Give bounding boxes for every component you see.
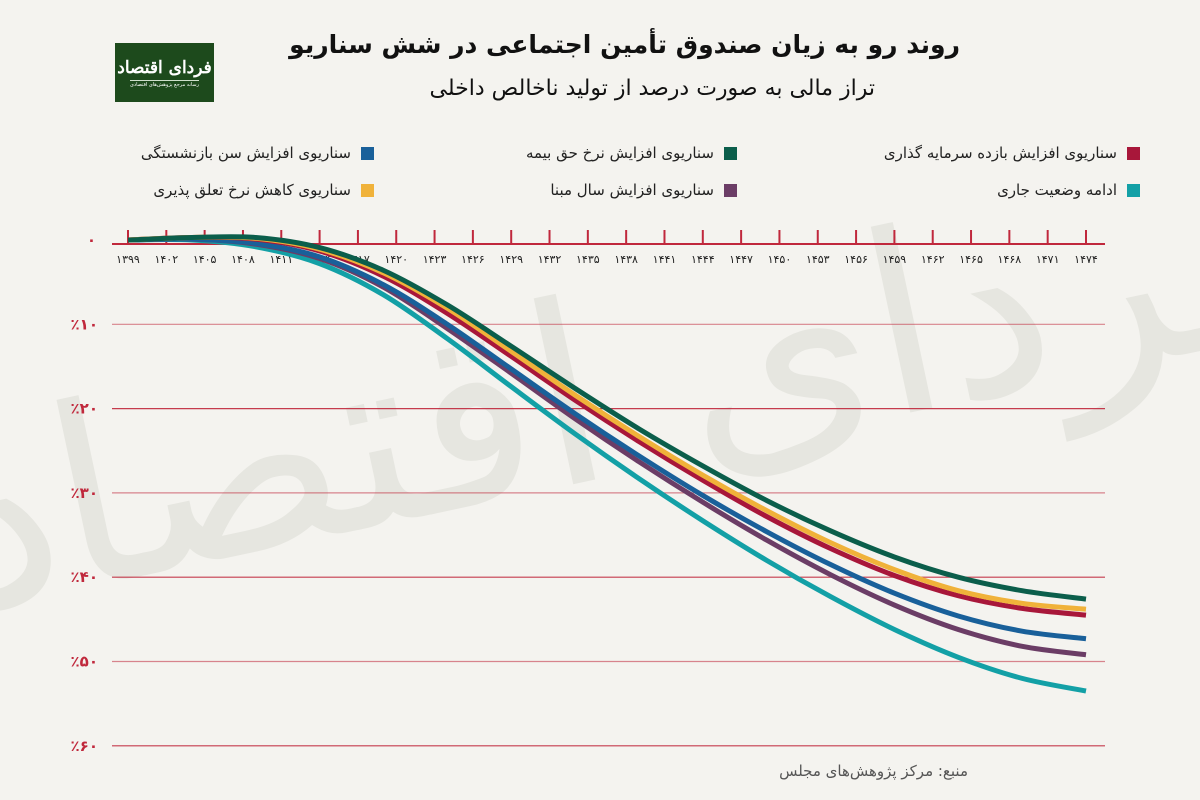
x-tick-label: ۱۴۷۱ <box>1036 253 1060 266</box>
logo: فردای اقتصاد رسانه مرجع پژوهش‌های اقتصاد… <box>115 43 214 102</box>
legend-label: سناریوی افزایش بازده سرمایه گذاری <box>883 144 1117 162</box>
legend-swatch <box>724 183 737 197</box>
series-line <box>127 237 1087 694</box>
legend-swatch <box>361 146 374 160</box>
x-tick-label: ۱۴۲۶ <box>461 253 485 266</box>
y-tick-label: ٪۶۰ <box>71 737 98 755</box>
chart-subtitle: تراز مالی به صورت درصد از تولید ناخالص د… <box>429 76 875 101</box>
x-tick-label: ۱۴۴۱ <box>653 253 677 266</box>
x-tick-label: ۱۴۶۲ <box>921 253 945 266</box>
legend-swatch <box>361 183 374 197</box>
x-tick-label: ۱۴۳۸ <box>614 253 638 266</box>
x-tick-label: ۱۴۶۸ <box>998 253 1022 266</box>
x-tick-label: ۱۴۶۵ <box>959 253 983 266</box>
legend-item: سناریوی افزایش نرخ حق بیمه <box>526 144 737 162</box>
x-tick-label: ۱۴۰۸ <box>231 253 255 266</box>
x-tick-label: ۱۴۲۹ <box>499 253 523 266</box>
x-tick-label: ۱۴۵۰ <box>768 253 792 266</box>
x-tick-label: ۱۴۰۲ <box>154 253 178 266</box>
legend-label: ادامه وضعیت جاری <box>997 181 1117 199</box>
legend-item: سناریوی افزایش بازده سرمایه گذاری <box>884 144 1140 162</box>
y-tick-label: ۰ <box>87 231 96 249</box>
x-tick-label: ۱۴۳۵ <box>576 253 600 266</box>
x-tick-label: ۱۴۵۹ <box>883 253 907 266</box>
y-tick-label: ٪۱۰ <box>71 315 98 333</box>
legend-swatch <box>1127 183 1140 197</box>
x-tick-label: ۱۴۲۳ <box>423 253 447 266</box>
legend-swatch <box>1127 146 1140 160</box>
x-tick-label: ۱۴۳۲ <box>538 253 562 266</box>
legend-item: سناریوی افزایش سن بازنشستگی <box>141 144 374 162</box>
y-tick-label: ٪۳۰ <box>71 484 98 502</box>
x-tick-label: ۱۴۵۳ <box>806 253 830 266</box>
y-tick-label: ٪۴۰ <box>71 568 98 586</box>
x-tick-label: ۱۴۵۶ <box>844 253 868 266</box>
logo-tagline: رسانه مرجع پژوهش‌های اقتصادی <box>129 79 200 88</box>
legend-label: سناریوی کاهش نرخ تعلق پذیری <box>153 181 351 199</box>
x-tick-label: ۱۴۷۴ <box>1074 253 1098 266</box>
chart-title: روند رو به زیان صندوق تأمین اجتماعی در ش… <box>289 30 960 59</box>
legend-label: سناریوی افزایش سن بازنشستگی <box>140 144 351 162</box>
x-tick-label: ۱۴۲۰ <box>384 253 408 266</box>
source-note: منبع: مرکز پژوهش‌های مجلس <box>779 762 968 780</box>
series-line <box>127 234 1087 602</box>
legend-item: سناریوی کاهش نرخ تعلق پذیری <box>153 181 374 199</box>
y-tick-label: ٪۲۰ <box>71 400 98 418</box>
x-tick-label: ۱۴۴۴ <box>691 253 715 266</box>
x-tick-label: ۱۴۴۷ <box>729 253 753 266</box>
logo-text: فردای اقتصاد <box>117 57 212 78</box>
y-tick-label: ٪۵۰ <box>71 653 98 671</box>
legend-label: سناریوی افزایش سال مبنا <box>550 181 714 199</box>
legend-swatch <box>724 146 737 160</box>
legend-item: ادامه وضعیت جاری <box>997 181 1140 199</box>
legend-item: سناریوی افزایش سال مبنا <box>550 181 737 199</box>
x-tick-label: ۱۳۹۹ <box>116 253 140 266</box>
legend-label: سناریوی افزایش نرخ حق بیمه <box>525 144 714 162</box>
series-line <box>127 236 1087 642</box>
x-tick-label: ۱۴۰۵ <box>193 253 217 266</box>
x-tick-label: ۱۴۱۱ <box>269 253 293 266</box>
